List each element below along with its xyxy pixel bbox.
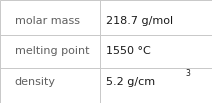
Text: 3: 3: [186, 69, 190, 78]
Text: 1550 °C: 1550 °C: [106, 46, 151, 57]
Text: 5.2 g/cm: 5.2 g/cm: [106, 77, 155, 87]
Text: molar mass: molar mass: [15, 16, 80, 26]
Text: melting point: melting point: [15, 46, 89, 57]
Text: 218.7 g/mol: 218.7 g/mol: [106, 16, 173, 26]
Text: density: density: [15, 77, 56, 87]
